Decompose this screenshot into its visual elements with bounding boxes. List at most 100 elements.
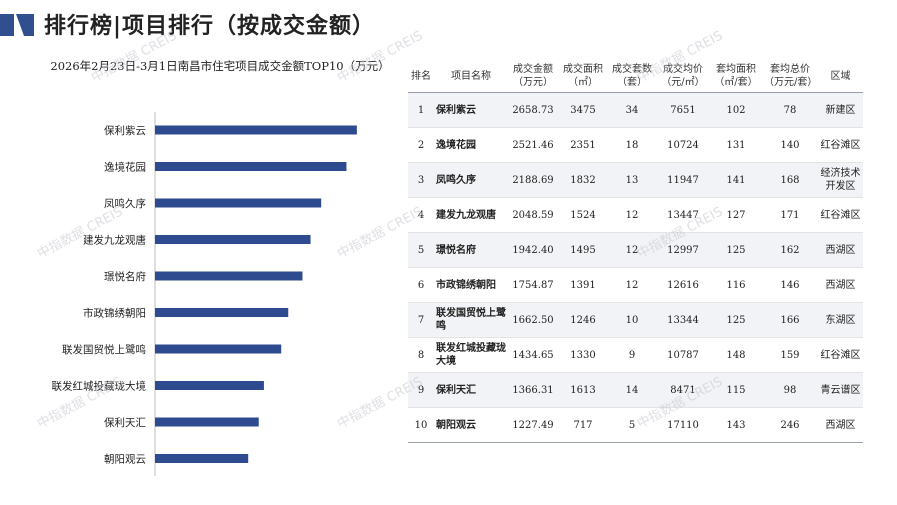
table-cell: 14 — [608, 372, 656, 408]
table-cell: 10787 — [656, 337, 710, 373]
table-cell: 12 — [608, 267, 656, 303]
table-header-cell: 套均总价 （万元/套） — [762, 60, 818, 93]
table-cell: 127 — [710, 197, 762, 233]
category-label: 璟悦名府 — [104, 270, 146, 283]
table-cell: 西湖区 — [818, 232, 863, 268]
project-name-cell: 建发九龙观唐 — [434, 197, 508, 233]
table-header-cell: 排名 — [408, 60, 434, 93]
table-row: 3 凤鸣久序 2188.69 1832 13 11947 141 168 经济技术开发区 — [408, 162, 863, 198]
project-name-cell: 市政锦绣朝阳 — [434, 267, 508, 303]
table-row: 2 逸境花园 2521.46 2351 18 10724 131 140 红谷滩区 — [408, 127, 863, 163]
table-cell: 新建区 — [818, 92, 863, 128]
table-cell: 3 — [408, 162, 434, 198]
table-cell: 12 — [608, 197, 656, 233]
table-cell: 1227.49 — [508, 407, 558, 443]
table-header-cell: 成交均价 （元/㎡） — [656, 60, 710, 93]
chart-title: 2026年2月23日-3月1日南昌市住宅项目成交金额TOP10（万元） — [50, 59, 390, 73]
table-cell: 146 — [762, 267, 818, 303]
table-cell: 115 — [710, 372, 762, 408]
table-cell: 2521.46 — [508, 127, 558, 163]
bar — [155, 454, 249, 463]
header-accent-icon — [0, 14, 34, 36]
table-cell: 12616 — [656, 267, 710, 303]
table-cell: 12997 — [656, 232, 710, 268]
table-cell: 4 — [408, 197, 434, 233]
bar — [155, 381, 264, 390]
table-header-cell: 成交套数 （套） — [608, 60, 656, 93]
category-label: 市政锦绣朝阳 — [83, 307, 146, 320]
table-cell: 1495 — [558, 232, 608, 268]
table-cell: 1754.87 — [508, 267, 558, 303]
table-cell: 2188.69 — [508, 162, 558, 198]
table-cell: 1832 — [558, 162, 608, 198]
table-header-row: 排名 项目名称 成交金额 （万元） 成交面积 （㎡） 成交套数 （套） 成交均价 （元/㎡） 套均面… — [408, 60, 863, 93]
table-cell: 1942.40 — [508, 232, 558, 268]
table-cell: 7651 — [656, 92, 710, 128]
table-cell: 红谷滩区 — [818, 127, 863, 163]
table-cell: 5 — [608, 407, 656, 443]
table-cell: 9 — [408, 372, 434, 408]
table-cell: 13447 — [656, 197, 710, 233]
bar-chart: 保利紫云逸境花园凤鸣久序建发九龙观唐璟悦名府市政锦绣朝阳联发国贸悦上鹭鸣联发红城… — [52, 112, 357, 476]
table-cell: 17110 — [656, 407, 710, 443]
table-row: 1 保利紫云 2658.73 3475 34 7651 102 78 新建区 — [408, 92, 863, 128]
table-cell: 2048.59 — [508, 197, 558, 233]
table-cell: 8 — [408, 337, 434, 373]
table-cell: 18 — [608, 127, 656, 163]
table-cell: 1 — [408, 92, 434, 128]
table-cell: 116 — [710, 267, 762, 303]
table-cell: 红谷滩区 — [818, 197, 863, 233]
bar — [155, 308, 289, 317]
table-header-cell: 区域 — [818, 60, 863, 93]
table-cell: 2 — [408, 127, 434, 163]
category-label: 联发红城投藏珑大境 — [52, 380, 147, 393]
table-cell: 经济技术开发区 — [818, 162, 863, 198]
table-cell: 78 — [762, 92, 818, 128]
project-name-cell: 联发国贸悦上鹭鸣 — [434, 302, 508, 338]
category-label: 保利紫云 — [104, 124, 146, 137]
table-header-cell: 套均面积 （㎡/套） — [710, 60, 762, 93]
category-label: 联发国贸悦上鹭鸣 — [62, 343, 146, 356]
table-cell: 166 — [762, 302, 818, 338]
table-cell: 143 — [710, 407, 762, 443]
table-cell: 140 — [762, 127, 818, 163]
table-header-cell: 成交面积 （㎡） — [558, 60, 608, 93]
table-cell: 1366.31 — [508, 372, 558, 408]
table-cell: 13344 — [656, 302, 710, 338]
table-cell: 10724 — [656, 127, 710, 163]
table-cell: 红谷滩区 — [818, 337, 863, 373]
table-cell: 168 — [762, 162, 818, 198]
table-cell: 1662.50 — [508, 302, 558, 338]
table-cell: 青云谱区 — [818, 372, 863, 408]
table-cell: 246 — [762, 407, 818, 443]
category-label: 朝阳观云 — [104, 454, 146, 466]
table-cell: 13 — [608, 162, 656, 198]
bar — [155, 198, 322, 208]
table-cell: 125 — [710, 302, 762, 338]
project-name-cell: 保利紫云 — [434, 92, 508, 128]
table-cell: 11947 — [656, 162, 710, 198]
table-cell: 8471 — [656, 372, 710, 408]
table-row: 6 市政锦绣朝阳 1754.87 1391 12 12616 116 146 西湖区 — [408, 267, 863, 303]
bar — [155, 344, 282, 354]
table-cell: 1246 — [558, 302, 608, 338]
table-row: 5 璟悦名府 1942.40 1495 12 12997 125 162 西湖区 — [408, 232, 863, 268]
table-cell: 7 — [408, 302, 434, 338]
category-label: 建发九龙观唐 — [83, 234, 146, 247]
table-cell: 171 — [762, 197, 818, 233]
table-cell: 159 — [762, 337, 818, 373]
bar — [155, 125, 357, 135]
table-cell: 西湖区 — [818, 407, 863, 443]
table-cell: 10 — [608, 302, 656, 338]
project-name-cell: 保利天汇 — [434, 372, 508, 408]
table-cell: 西湖区 — [818, 267, 863, 303]
bar — [155, 162, 347, 171]
project-name-cell: 朝阳观云 — [434, 407, 508, 443]
project-name-cell: 联发红城投藏珑大境 — [434, 337, 508, 373]
table-cell: 2658.73 — [508, 92, 558, 128]
category-label: 凤鸣久序 — [104, 197, 146, 210]
table-cell: 162 — [762, 232, 818, 268]
table-body: 1 保利紫云 2658.73 3475 34 7651 102 78 新建区 2 逸境花园 2521.… — [408, 92, 863, 443]
table-header-cell: 成交金额 （万元） — [508, 60, 558, 93]
table-cell: 2351 — [558, 127, 608, 163]
